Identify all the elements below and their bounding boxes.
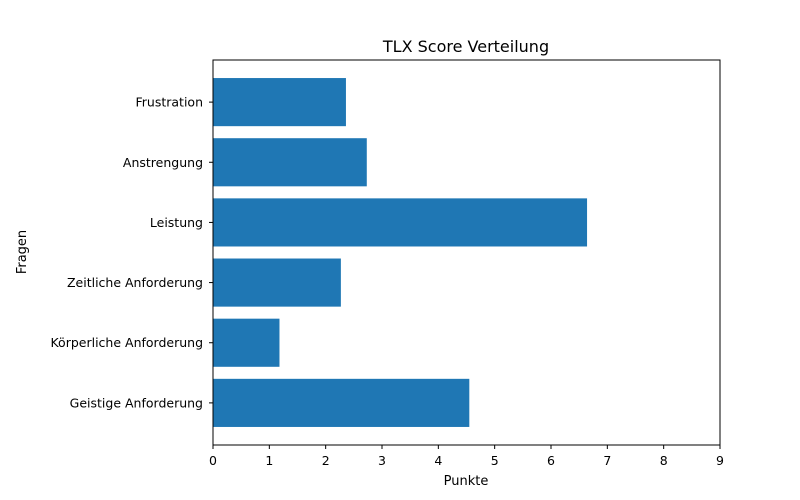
x-tick-label-0: 0 (209, 453, 217, 468)
plot-frame (212, 59, 721, 446)
x-tick-label-2: 2 (322, 453, 330, 468)
x-tick-label-5: 5 (491, 453, 499, 468)
x-tick-label-8: 8 (660, 453, 668, 468)
x-tick-label-3: 3 (378, 453, 386, 468)
x-ticks-group: 0 1 2 3 4 5 6 7 8 9 (209, 445, 724, 468)
x-tick-label-6: 6 (547, 453, 555, 468)
y-tick-label-0: Geistige Anforderung (70, 395, 203, 410)
bars-group (213, 78, 588, 427)
x-tick-label-7: 7 (603, 453, 611, 468)
x-tick-label-9: 9 (716, 453, 724, 468)
bar-1 (213, 318, 280, 367)
y-ticks-group: Geistige Anforderung Körperliche Anforder… (50, 95, 213, 410)
y-tick-label-2: Zeitliche Anforderung (67, 275, 203, 290)
y-tick-label-5: Frustration (136, 95, 204, 110)
bar-4 (213, 138, 367, 187)
y-axis-label: Fragen (15, 230, 30, 274)
bar-5 (213, 78, 346, 127)
chart-title: TLX Score Verteilung (382, 37, 549, 56)
bar-3 (213, 198, 588, 247)
y-tick-label-4: Anstrengung (123, 155, 203, 170)
y-tick-label-1: Körperliche Anforderung (50, 335, 203, 350)
x-tick-label-1: 1 (265, 453, 273, 468)
x-tick-label-4: 4 (434, 453, 442, 468)
bar-0 (213, 378, 470, 427)
x-axis-label: Punkte (444, 474, 489, 489)
y-tick-label-3: Leistung (150, 215, 203, 230)
bar-2 (213, 258, 341, 307)
